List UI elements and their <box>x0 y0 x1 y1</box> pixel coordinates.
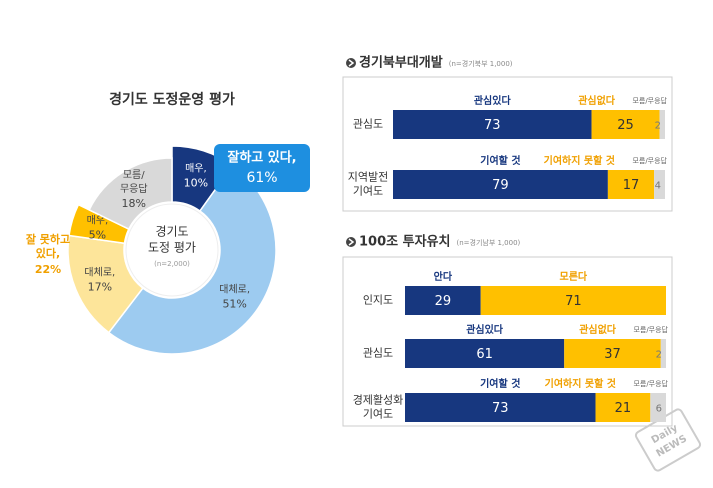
bar-value: 2 <box>656 350 662 361</box>
pie-slice <box>88 157 173 231</box>
bar-segment <box>393 110 592 139</box>
segment-name: 모름/무응답 <box>632 96 667 105</box>
group-value: 61% <box>246 170 277 186</box>
row-label: 경제활성화 <box>353 393 404 407</box>
slice-label: 대체로, <box>84 267 115 279</box>
segment-name: 모름/무응답 <box>633 325 668 334</box>
bar-value: 29 <box>435 294 452 309</box>
slice-value: 18% <box>122 197 146 210</box>
bar-value: 73 <box>484 118 501 133</box>
group-label: 잘 못하고 <box>26 232 70 246</box>
center-label: 도정 평가 <box>148 241 196 255</box>
pie-center <box>125 203 219 297</box>
center-note: (n=2,000) <box>154 260 190 268</box>
bar-segment <box>595 393 651 422</box>
segment-name: 관심없다 <box>579 323 617 336</box>
group-value: 22% <box>35 263 61 276</box>
slice-label: 매우, <box>185 163 207 175</box>
segment-name: 모름/무응답 <box>633 379 668 388</box>
title-bullet-arrow <box>348 59 355 67</box>
bar-value: 2 <box>655 121 661 132</box>
bar-segment <box>564 339 661 368</box>
bar-value: 71 <box>565 294 582 309</box>
bar-value: 73 <box>492 401 509 416</box>
bar-segment <box>660 339 666 368</box>
bar-segment <box>650 393 666 422</box>
bar-value: 21 <box>615 401 632 416</box>
bar-segment <box>591 110 660 139</box>
bar-segment <box>405 286 481 315</box>
row-label: 인지도 <box>363 294 393 307</box>
bar-segment <box>480 286 666 315</box>
slice-value: 5% <box>89 228 106 241</box>
slice-label: 무응답 <box>120 183 148 195</box>
segment-name: 관심있다 <box>466 323 504 336</box>
bar-value: 37 <box>604 347 621 362</box>
bar-value: 61 <box>476 347 493 362</box>
panel-title: 경기북부대개발 <box>359 55 443 71</box>
segment-name: 기여하지 못할 것 <box>545 377 616 390</box>
bar-segment <box>607 170 655 199</box>
segment-name: 모름/무응답 <box>632 156 667 165</box>
bar-segment <box>393 170 608 199</box>
segment-name: 기여할 것 <box>480 154 520 167</box>
panel-note: (n=경기남부 1,000) <box>456 238 520 247</box>
bar-segment <box>659 110 665 139</box>
row-label: 관심도 <box>363 347 393 360</box>
segment-name: 모른다 <box>560 270 588 283</box>
bar-value: 6 <box>656 404 662 415</box>
chart-title: 경기도 도정운영 평가 <box>109 91 235 108</box>
bar-segment <box>654 170 665 199</box>
segment-name: 기여할 것 <box>480 377 520 390</box>
pie-slice <box>107 164 277 355</box>
row-label: 기여도 <box>363 408 393 421</box>
title-bullet <box>346 58 356 68</box>
group-label: 잘하고 있다, <box>227 150 296 166</box>
panel-title: 100조 투자유치 <box>359 234 450 250</box>
panel-frame <box>342 76 673 212</box>
slice-value: 17% <box>88 281 112 294</box>
slice-value: 10% <box>184 177 208 190</box>
segment-name: 관심있다 <box>474 94 512 107</box>
row-label: 기여도 <box>353 185 383 198</box>
bar-value: 4 <box>655 181 661 192</box>
row-label: 관심도 <box>353 118 383 131</box>
segment-name: 기여하지 못할 것 <box>544 154 615 167</box>
row-label: 지역발전 <box>348 171 388 184</box>
slice-label: 모름/ <box>123 169 145 181</box>
slice-value: 51% <box>222 297 246 310</box>
bar-segment <box>405 393 596 422</box>
panel-note: (n=경기북부 1,000) <box>449 59 513 68</box>
segment-name: 안다 <box>434 270 453 283</box>
center-label: 경기도 <box>155 225 188 239</box>
bar-value: 25 <box>617 118 634 133</box>
bar-value: 79 <box>492 178 509 193</box>
slice-label: 대체로, <box>219 283 250 295</box>
title-bullet <box>346 237 356 247</box>
bar-segment <box>405 339 565 368</box>
group-label: 있다, <box>36 246 60 260</box>
title-bullet-arrow <box>348 238 355 246</box>
bar-value: 17 <box>623 178 640 193</box>
segment-name: 관심없다 <box>578 94 616 107</box>
panel-frame <box>342 256 673 427</box>
callout-box <box>214 144 310 192</box>
